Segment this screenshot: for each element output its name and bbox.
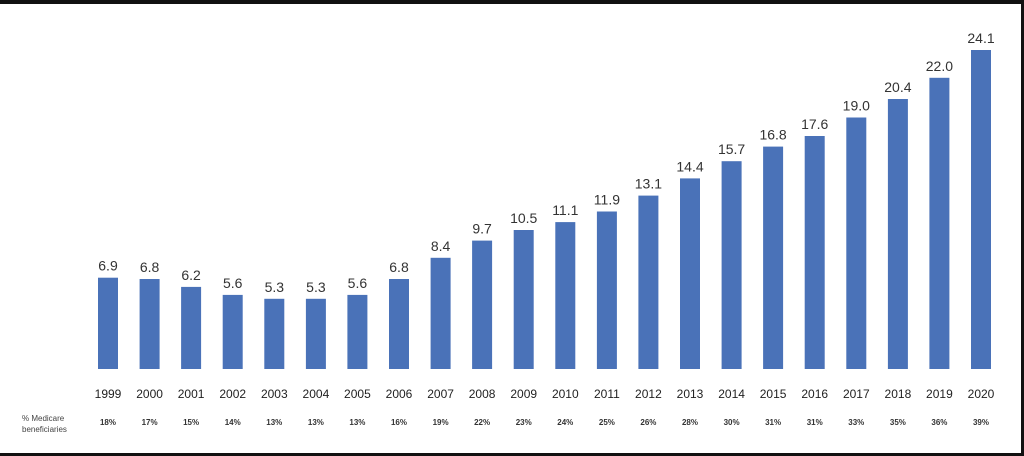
bar [680,178,700,369]
medicare-percent-label: 39% [973,418,989,427]
data-label: 10.5 [510,210,537,226]
x-tick-label: 2009 [510,387,537,401]
medicare-percent-label: 13% [349,418,365,427]
x-tick-label: 2007 [427,387,454,401]
x-tick-label: 2006 [386,387,413,401]
bar [638,195,659,369]
bar [430,257,451,369]
bar [721,161,742,369]
bar [139,279,160,369]
data-label: 22.0 [926,58,953,74]
bar [929,77,950,370]
bar [763,146,784,369]
data-label: 9.7 [472,221,492,237]
medicare-percent-label: 36% [931,418,947,427]
medicare-percent-label: 25% [599,418,615,427]
x-tick-label: 2002 [219,387,246,401]
data-label: 5.3 [306,279,326,295]
medicare-percent-label: 13% [308,418,324,427]
bar [472,240,493,369]
x-tick-label: 2020 [968,387,995,401]
data-label: 11.9 [594,192,620,208]
x-tick-label: 2012 [635,387,662,401]
x-tick-label: 2019 [926,387,953,401]
bar [596,211,617,369]
medicare-percent-label: 13% [266,418,282,427]
data-label: 5.6 [348,275,368,291]
bar [887,99,908,369]
medicare-percent-label: 26% [640,418,656,427]
x-tick-label: 2010 [552,387,579,401]
data-label: 11.1 [552,202,578,218]
medicare-percent-label: 24% [557,418,573,427]
bar [846,117,867,369]
data-label: 17.6 [801,116,828,132]
data-label: 6.9 [98,258,118,274]
bar [98,277,118,369]
data-label: 5.6 [223,275,243,291]
x-tick-label: 2003 [261,387,288,401]
data-label: 16.8 [759,127,786,143]
medicare-percent-label: 17% [142,418,158,427]
x-tick-label: 2018 [885,387,912,401]
medicare-percent-label: 35% [890,418,906,427]
data-label: 19.0 [843,98,870,114]
medicare-percent-label: 14% [225,418,241,427]
medicare-percent-label: 31% [765,418,781,427]
x-tick-label: 2016 [801,387,828,401]
medicare-percent-label: 31% [807,418,823,427]
data-label: 13.1 [635,176,662,192]
data-label: 24.1 [967,30,994,46]
data-label: 20.4 [884,79,911,95]
x-tick-label: 2014 [718,387,745,401]
data-label: 6.2 [181,267,201,283]
medicare-percent-label: 30% [724,418,740,427]
medicare-percent-label: 28% [682,418,698,427]
data-label: 5.3 [265,279,285,295]
bar [305,298,326,369]
bar [347,294,368,369]
medicare-percent-label: 33% [848,418,864,427]
data-label: 14.4 [676,158,703,174]
medicare-percent-label: 23% [516,418,532,427]
x-tick-label: 2013 [677,387,704,401]
x-tick-label: 2017 [843,387,870,401]
x-tick-label: 2008 [469,387,496,401]
bar [264,298,285,369]
bar [222,294,243,369]
data-label: 6.8 [389,259,409,275]
x-tick-label: 2015 [760,387,787,401]
x-tick-label: 2005 [344,387,371,401]
bar [555,222,576,369]
x-tick-label: 2000 [136,387,163,401]
bar [971,50,991,369]
bar [389,279,409,369]
medicare-percent-label: 15% [183,418,199,427]
bar [804,136,825,369]
medicare-percent-label: 19% [433,418,449,427]
data-label: 8.4 [431,238,451,254]
bar [513,230,534,369]
medicare-percent-label: 18% [100,418,116,427]
secondary-row-label: % Medicare beneficiaries [22,414,67,434]
medicare-percent-label: 22% [474,418,490,427]
x-tick-label: 1999 [95,387,122,401]
data-label: 6.8 [140,259,160,275]
x-tick-label: 2004 [303,387,330,401]
x-tick-label: 2001 [178,387,205,401]
data-label: 15.7 [718,141,745,157]
x-tick-label: 2011 [594,387,620,401]
medicare-percent-label: 16% [391,418,407,427]
bar [181,286,202,369]
